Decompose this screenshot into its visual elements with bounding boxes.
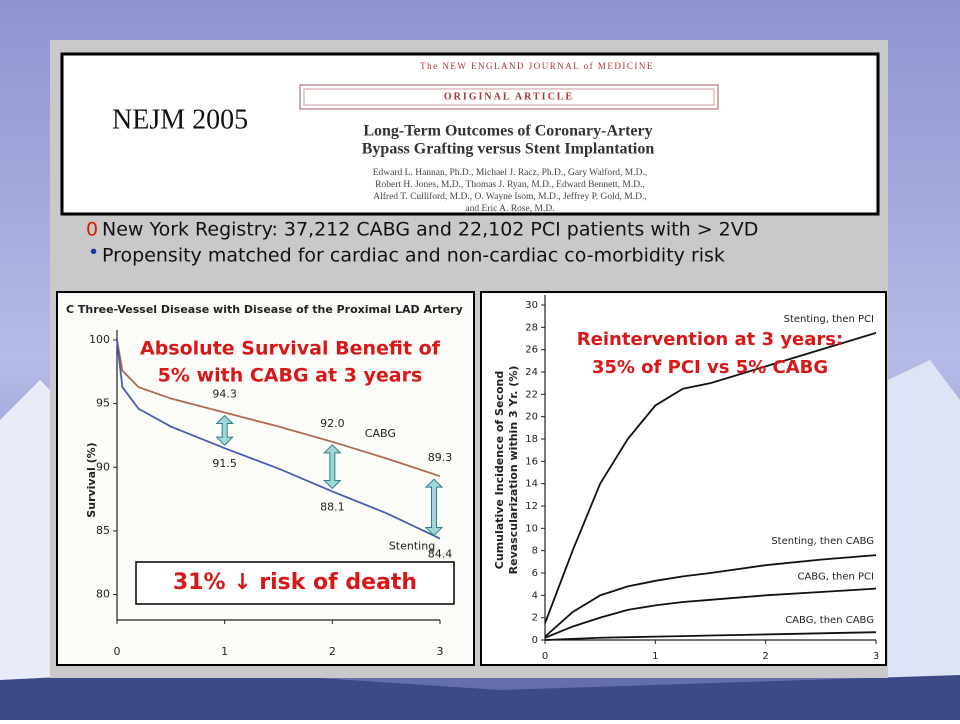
y-axis-label: Cumulative Incidence of Second bbox=[493, 371, 506, 569]
y-tick-label: 4 bbox=[532, 590, 538, 601]
series-line bbox=[116, 339, 441, 478]
x-tick-label: 3 bbox=[437, 645, 444, 658]
y-tick-label: 95 bbox=[96, 397, 110, 410]
bullet-text: New York Registry: 37,212 CABG and 22,10… bbox=[102, 219, 758, 241]
x-tick-label: 3 bbox=[873, 651, 879, 662]
x-tick-label: 2 bbox=[762, 651, 768, 662]
x-tick-label: 1 bbox=[652, 651, 658, 662]
y-tick-label: 22 bbox=[525, 389, 538, 400]
bullet-text: Propensity matched for cardiac and non-c… bbox=[102, 245, 725, 267]
y-tick-label: 80 bbox=[96, 588, 110, 601]
annotation: 5% with CABG at 3 years bbox=[158, 365, 423, 387]
series-label: Stenting, then CABG bbox=[771, 536, 874, 547]
y-tick-label: 0 bbox=[532, 635, 538, 646]
bullet-marker: • bbox=[88, 242, 99, 264]
section-box bbox=[299, 84, 719, 110]
bullet-marker: 0 bbox=[86, 219, 98, 241]
y-tick-label: 2 bbox=[532, 613, 538, 624]
y-tick-label: 24 bbox=[525, 367, 538, 378]
x-tick-label: 0 bbox=[114, 645, 121, 658]
section-label: ORIGINAL ARTICLE bbox=[444, 91, 574, 102]
authors: Alfred T. Culliford, M.D., O. Wayne Isom… bbox=[373, 191, 646, 202]
series-label: Stenting, then PCI bbox=[784, 314, 874, 325]
annotation: 31% ↓ risk of death bbox=[173, 570, 417, 595]
y-tick-label: 26 bbox=[525, 345, 538, 356]
nejm-label: NEJM 2005 bbox=[112, 104, 248, 135]
chart-panel bbox=[480, 291, 887, 666]
y-tick-label: 100 bbox=[89, 333, 110, 346]
y-tick-label: 90 bbox=[96, 460, 110, 473]
series-line bbox=[544, 631, 877, 641]
y-tick-label: 10 bbox=[525, 523, 538, 534]
data-label: 88.1 bbox=[320, 500, 345, 513]
article-title: Bypass Grafting versus Stent Implantatio… bbox=[362, 141, 655, 158]
data-label: 89.3 bbox=[428, 451, 453, 464]
y-tick-label: 14 bbox=[525, 479, 538, 490]
foreground bbox=[0, 670, 960, 720]
authors: and Eric A. Rose, M.D. bbox=[465, 204, 554, 214]
series-line bbox=[544, 554, 877, 638]
y-tick-label: 30 bbox=[525, 300, 538, 311]
annotation: Reintervention at 3 years: bbox=[577, 329, 843, 350]
data-label: 91.5 bbox=[212, 457, 237, 470]
data-label: 84.4 bbox=[428, 548, 453, 561]
authors: Edward L. Hannan, Ph.D., Michael J. Racz… bbox=[373, 167, 648, 178]
y-tick-label: 85 bbox=[96, 524, 110, 537]
series-label: Stenting bbox=[389, 540, 435, 553]
x-tick-label: 1 bbox=[221, 645, 228, 658]
series-label: CABG, then PCI bbox=[797, 572, 874, 583]
series-line bbox=[544, 587, 877, 639]
y-tick-label: 16 bbox=[525, 456, 538, 467]
series-line bbox=[544, 332, 877, 624]
mountain bbox=[0, 380, 60, 720]
x-tick-label: 2 bbox=[329, 645, 336, 658]
annotation: Absolute Survival Benefit of bbox=[140, 338, 441, 360]
article-title: Long-Term Outcomes of Coronary-Artery bbox=[363, 123, 652, 140]
section-box-inner bbox=[303, 88, 715, 106]
series-label: CABG, then CABG bbox=[785, 615, 874, 626]
data-label: 92.0 bbox=[320, 417, 345, 430]
mountain bbox=[888, 360, 960, 720]
y-tick-label: 18 bbox=[525, 434, 538, 445]
journal-name: The NEW ENGLAND JOURNAL of MEDICINE bbox=[420, 61, 654, 71]
annotation: 35% of PCI vs 5% CABG bbox=[592, 357, 828, 378]
difference-arrow bbox=[424, 478, 444, 537]
difference-arrow bbox=[323, 444, 342, 490]
y-tick-label: 6 bbox=[532, 568, 538, 579]
y-tick-label: 8 bbox=[532, 546, 538, 557]
y-axis-label: Survival (%) bbox=[85, 442, 98, 517]
difference-arrow bbox=[215, 414, 234, 446]
annotation-box bbox=[135, 561, 455, 605]
y-axis-label: Revascularization within 3 Yr. (%) bbox=[507, 366, 520, 575]
series-label: CABG bbox=[365, 427, 396, 440]
x-tick-label: 0 bbox=[542, 651, 548, 662]
y-tick-label: 28 bbox=[525, 322, 538, 333]
article-box bbox=[60, 52, 880, 216]
series-line bbox=[116, 339, 441, 540]
data-label: 94.3 bbox=[212, 388, 237, 401]
y-tick-label: 12 bbox=[525, 501, 538, 512]
y-tick-label: 20 bbox=[525, 412, 538, 423]
chart-title: C Three-Vessel Disease with Disease of t… bbox=[66, 303, 463, 316]
authors: Robert H. Jones, M.D., Thomas J. Ryan, M… bbox=[375, 180, 645, 190]
